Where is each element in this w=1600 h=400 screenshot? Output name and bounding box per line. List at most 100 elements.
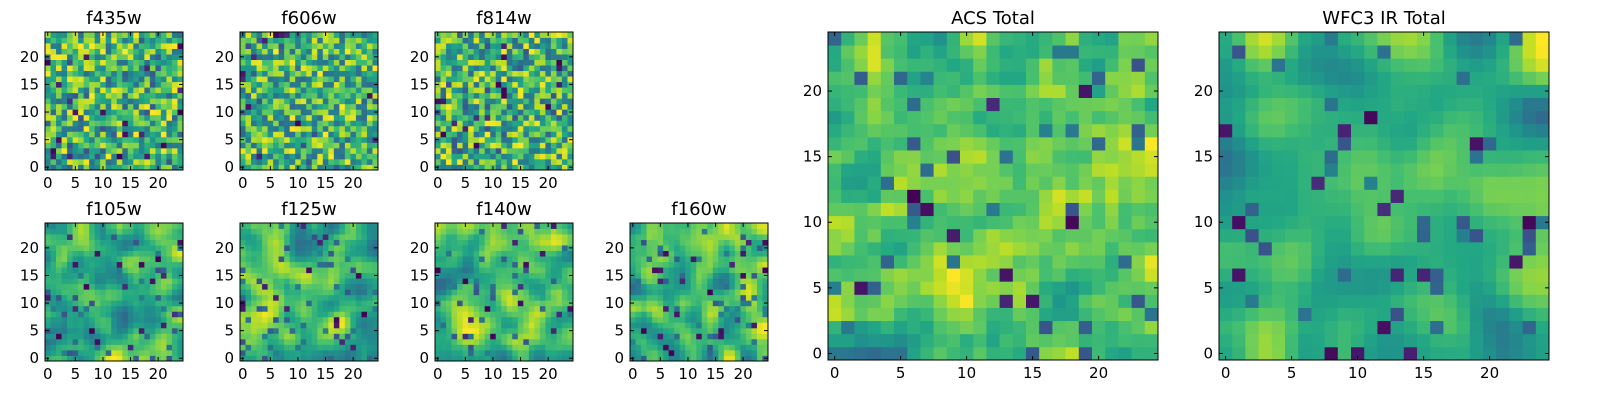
heatmap-cell (668, 349, 675, 356)
heatmap-cell (83, 92, 90, 99)
heatmap-cell (122, 289, 129, 296)
heatmap-cell (56, 153, 62, 160)
heatmap-cell (100, 327, 107, 334)
heatmap-cell (479, 228, 486, 235)
heatmap-cell (473, 294, 480, 301)
heatmap-cell (473, 338, 480, 345)
heatmap-cell (284, 316, 291, 323)
heatmap-cell (1144, 255, 1159, 269)
heatmap-cell (523, 125, 530, 132)
heatmap-cell (166, 278, 173, 285)
heatmap-cell (105, 223, 112, 229)
heatmap-cell (867, 281, 882, 295)
heatmap-cell (372, 311, 379, 318)
heatmap-cell (322, 322, 329, 329)
heatmap-cell (355, 245, 362, 251)
heatmap-cell (311, 98, 318, 105)
heatmap-cell (116, 125, 123, 132)
heatmap-cell (545, 322, 552, 329)
heatmap-cell (100, 87, 107, 94)
heatmap-cell (1026, 281, 1040, 295)
heatmap-cell (512, 158, 519, 165)
heatmap-cell (457, 48, 463, 55)
heatmap-cell (468, 147, 475, 154)
heatmap-cell (506, 338, 513, 345)
heatmap-cell (56, 48, 62, 55)
heatmap-cell (506, 300, 513, 307)
heatmap-cell (284, 59, 291, 66)
heatmap-cell (361, 228, 368, 235)
heatmap-cell (635, 355, 642, 362)
heatmap-cell (78, 355, 85, 362)
heatmap-cell (83, 239, 90, 246)
heatmap-cell (251, 267, 257, 274)
heatmap-cell (127, 289, 134, 296)
heatmap-cell (545, 98, 552, 105)
heatmap-cell (256, 305, 263, 312)
heatmap-cell (1012, 163, 1027, 177)
heatmap-cell (652, 256, 658, 263)
heatmap-cell (751, 261, 758, 268)
heatmap-cell (523, 48, 530, 55)
heatmap-cell (630, 322, 636, 329)
heatmap-cell (440, 256, 447, 263)
heatmap-cell (696, 250, 703, 257)
heatmap-cell (333, 109, 340, 116)
heatmap-cell (171, 153, 178, 160)
heatmap-cell (690, 316, 697, 323)
heatmap-cell (539, 43, 546, 49)
heatmap-cell (50, 98, 57, 105)
heatmap-cell (289, 109, 296, 116)
heatmap-cell (550, 59, 557, 66)
heatmap-cell (94, 239, 101, 246)
heatmap-cell (144, 305, 151, 312)
heatmap-cell (278, 65, 285, 72)
heatmap-cell (155, 234, 162, 240)
heatmap-cell (256, 333, 263, 340)
heatmap-cell (72, 81, 79, 88)
heatmap-cell (894, 320, 908, 335)
heatmap-cell (100, 256, 107, 263)
heatmap-cell (495, 125, 502, 132)
heatmap-cell (933, 281, 948, 295)
heatmap-cell (83, 131, 90, 138)
heatmap-cell (56, 355, 62, 362)
heatmap-cell (1065, 202, 1080, 217)
heatmap-cell (56, 76, 62, 83)
heatmap-cell (556, 294, 563, 301)
heatmap-cell (701, 305, 708, 312)
heatmap-cell (83, 125, 90, 132)
heatmap-cell (457, 228, 463, 235)
heatmap-cell (723, 305, 730, 312)
heatmap-cell (72, 158, 79, 165)
heatmap-cell (685, 228, 692, 235)
heatmap-cell (273, 109, 280, 116)
heatmap-cell (517, 54, 524, 60)
heatmap-cell (473, 81, 480, 88)
heatmap-cell (1065, 241, 1080, 256)
heatmap-cell (322, 327, 329, 334)
heatmap-cell (355, 153, 362, 160)
heatmap-cell (344, 261, 351, 268)
heatmap-cell (630, 261, 636, 268)
heatmap-cell (534, 267, 541, 274)
heatmap-cell (440, 158, 447, 165)
heatmap-cell (339, 327, 346, 334)
heatmap-cell (350, 228, 357, 235)
heatmap-cell (495, 136, 502, 143)
heatmap-cell (567, 92, 574, 99)
heatmap-cell (646, 261, 653, 268)
heatmap-cell (289, 136, 296, 143)
heatmap-cell (630, 349, 636, 356)
heatmap-cell (177, 349, 184, 356)
heatmap-cell (83, 355, 90, 362)
heatmap-cell (479, 37, 486, 44)
heatmap-cell (506, 48, 513, 55)
heatmap-cell (262, 136, 268, 143)
heatmap-cell (1092, 307, 1106, 322)
heatmap-cell (339, 272, 346, 279)
heatmap-cell (240, 103, 246, 110)
heatmap-cell (973, 215, 987, 230)
heatmap-cell (907, 189, 921, 203)
heatmap-cell (920, 268, 934, 282)
